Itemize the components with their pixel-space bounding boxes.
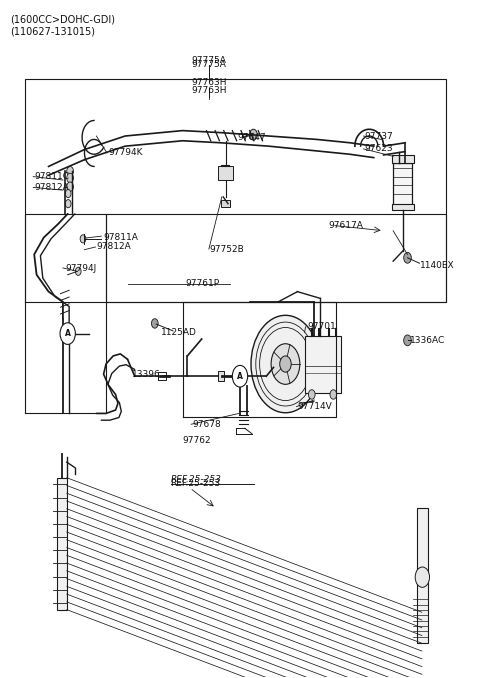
Text: (110627-131015): (110627-131015) (10, 26, 95, 37)
Text: 13396: 13396 (132, 370, 161, 379)
Text: 97714V: 97714V (298, 402, 332, 411)
Text: 97763H: 97763H (191, 78, 227, 87)
Text: A: A (65, 329, 71, 338)
Circle shape (415, 567, 430, 587)
Circle shape (330, 390, 336, 399)
Circle shape (404, 252, 411, 263)
Text: 1125AD: 1125AD (161, 327, 197, 337)
Bar (393, 163, 412, 207)
Circle shape (67, 182, 73, 191)
Circle shape (67, 174, 73, 182)
Text: (1600CC>DOHC-GDI): (1600CC>DOHC-GDI) (10, 14, 115, 24)
Circle shape (309, 390, 315, 399)
Bar (221, 200, 230, 207)
Bar (157, 372, 166, 380)
Text: 97762: 97762 (182, 436, 211, 445)
Text: 97623: 97623 (364, 144, 393, 153)
Text: 97752B: 97752B (209, 245, 244, 254)
Bar (417, 508, 428, 643)
Text: 97763H: 97763H (191, 85, 227, 94)
Text: 97811C: 97811C (34, 172, 69, 181)
Text: 97737: 97737 (364, 132, 393, 140)
Circle shape (80, 235, 86, 243)
Circle shape (250, 129, 257, 140)
Circle shape (152, 319, 158, 328)
Text: 97617A: 97617A (328, 221, 363, 230)
Circle shape (65, 189, 71, 197)
Text: 97794K: 97794K (108, 148, 143, 157)
Text: 97647: 97647 (238, 133, 266, 142)
Bar (305, 336, 340, 393)
Text: 97678: 97678 (192, 420, 221, 428)
Bar (218, 372, 224, 381)
Circle shape (65, 199, 71, 207)
Text: REF.25-253: REF.25-253 (170, 479, 221, 488)
Circle shape (75, 267, 81, 275)
Bar (218, 167, 233, 180)
Circle shape (271, 344, 300, 384)
Circle shape (60, 323, 75, 344)
Bar (392, 155, 414, 163)
Text: 97775A: 97775A (192, 60, 227, 69)
Text: 97811A: 97811A (104, 233, 138, 242)
Text: 1140EX: 1140EX (420, 262, 454, 271)
Text: 97812A: 97812A (96, 243, 131, 252)
Text: 97775A: 97775A (192, 56, 227, 65)
Text: REF.25-253: REF.25-253 (170, 475, 221, 484)
Circle shape (251, 315, 320, 413)
Text: 97794J: 97794J (65, 264, 96, 273)
Text: 97701: 97701 (307, 322, 336, 332)
Text: A: A (237, 372, 243, 381)
Text: 97761P: 97761P (185, 279, 219, 288)
Bar (57, 478, 67, 610)
Text: 97812A: 97812A (34, 183, 69, 192)
Circle shape (232, 365, 248, 387)
Bar (392, 203, 414, 210)
Text: 1336AC: 1336AC (410, 336, 445, 345)
Circle shape (404, 335, 411, 346)
Circle shape (280, 356, 291, 372)
Circle shape (67, 167, 73, 176)
